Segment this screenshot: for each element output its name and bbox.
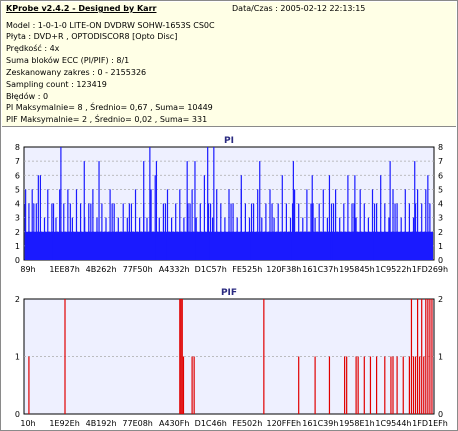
pif-ytick-right: 0 <box>438 410 443 419</box>
info-sampling-count: Sampling count : 123419 <box>6 80 107 89</box>
pif-xtick-label: 120FFEh <box>267 419 302 428</box>
pif-xtick-label: 1958E1h <box>339 419 375 428</box>
pi-ytick-right: 4 <box>438 200 443 209</box>
info-errors: Błędów : 0 <box>6 92 49 101</box>
pi-xtick-label: 4B262h <box>86 265 117 274</box>
pi-ytick-right: 5 <box>438 185 443 194</box>
pi-ytick-left: 8 <box>15 143 20 152</box>
pif-xtick-label: A430Fh <box>159 419 189 428</box>
pif-xtick-label: 1E92Eh <box>49 419 79 428</box>
pi-xtick-label: 1C9522h <box>375 265 411 274</box>
pif-xtick-label: 1FD1EFh <box>412 419 448 428</box>
pi-ytick-right: 2 <box>438 228 443 237</box>
info-ecc-blocks: Suma bloków ECC (PI/PIF) : 8/1 <box>6 56 130 65</box>
info-panel: KProbe v2.4.2 - Designed by Karr Data/Cz… <box>2 2 456 127</box>
pi-ytick-left: 0 <box>15 256 20 265</box>
pi-ytick-right: 0 <box>438 256 443 265</box>
info-model: Model : 1-0-1-0 LITE-ON DVDRW SOHW-1653S… <box>6 21 215 30</box>
pif-xtick-label: 10h <box>20 419 35 428</box>
pi-ytick-left: 3 <box>15 214 20 223</box>
pif-ytick-left: 2 <box>15 295 20 304</box>
info-scan-range: Zeskanowany zakres : 0 - 2155326 <box>6 68 147 77</box>
pi-chart-svg: PI 0 0 1 1 2 2 3 3 4 4 5 5 6 6 7 7 8 8 89h 1EE87h 4B262h 77F50… <box>15 136 448 274</box>
pi-ytick-right: 6 <box>438 171 443 180</box>
pi-chart: PI 0 0 1 1 2 2 3 3 4 4 5 5 6 6 7 7 8 8 89h 1EE87h 4B262h 77F50… <box>2 128 456 278</box>
pi-xtick-label: 195845h <box>339 265 375 274</box>
pif-xtick-label: 4B192h <box>86 419 117 428</box>
pi-xtick-label: FE525h <box>232 265 262 274</box>
pif-ytick-right: 1 <box>438 353 443 362</box>
pif-xtick-label: D1C46h <box>195 419 227 428</box>
pi-ytick-right: 3 <box>438 214 443 223</box>
pif-xtick-label: 77E08h <box>122 419 152 428</box>
pif-xtick-label: FE502h <box>232 419 262 428</box>
pif-ytick-right: 2 <box>438 295 443 304</box>
info-pif-summary: PIF Maksymalnie= 2 , Średnio= 0,02 , Sum… <box>6 115 208 124</box>
pi-ytick-left: 7 <box>15 157 20 166</box>
info-pi-summary: PI Maksymalnie= 8 , Średnio= 0,67 , Suma… <box>6 103 213 112</box>
pi-xtick-label: 1EE87h <box>49 265 79 274</box>
app-title: KProbe v2.4.2 - Designed by Karr <box>6 4 157 13</box>
pif-ytick-left: 1 <box>15 353 20 362</box>
pi-ytick-left: 1 <box>15 242 20 251</box>
pi-ytick-left: 2 <box>15 228 20 237</box>
pi-ytick-left: 4 <box>15 200 20 209</box>
pif-xtick-label: 1C9544h <box>375 419 411 428</box>
pif-xtick-label: 161C39h <box>302 419 338 428</box>
pi-xtick-label: 120F38h <box>266 265 301 274</box>
pi-xtick-label: 77F50h <box>123 265 153 274</box>
pi-xtick-label: A4332h <box>159 265 190 274</box>
pif-chart-svg: PIF 0 0 1 1 2 2 10h 1E92Eh 4B192h 77E08h A430Fh D1C4… <box>15 288 448 428</box>
info-disc: Płyta : DVD+R , OPTODISCOR8 [Opto Disc] <box>6 32 178 41</box>
pi-xtick-label: 161C37h <box>302 265 338 274</box>
pi-ytick-right: 7 <box>438 157 443 166</box>
pif-chart: PIF 0 0 1 1 2 2 10h 1E92Eh 4B192h 77E08h A430Fh D1C4… <box>2 284 456 430</box>
scan-date: Data/Czas : 2005-02-12 22:13:15 <box>232 4 366 13</box>
pif-title: PIF <box>221 288 237 298</box>
info-speed: Prędkość : 4x <box>6 44 60 53</box>
pi-title: PI <box>224 136 234 146</box>
pi-ytick-left: 6 <box>15 171 20 180</box>
pi-ytick-left: 5 <box>15 185 20 194</box>
pi-ytick-right: 8 <box>438 143 443 152</box>
pi-xtick-label: D1C57h <box>195 265 227 274</box>
pif-ytick-left: 0 <box>15 410 20 419</box>
pi-xtick-label: 1FD269h <box>412 265 448 274</box>
pi-xtick-label: 89h <box>20 265 35 274</box>
pi-ytick-right: 1 <box>438 242 443 251</box>
